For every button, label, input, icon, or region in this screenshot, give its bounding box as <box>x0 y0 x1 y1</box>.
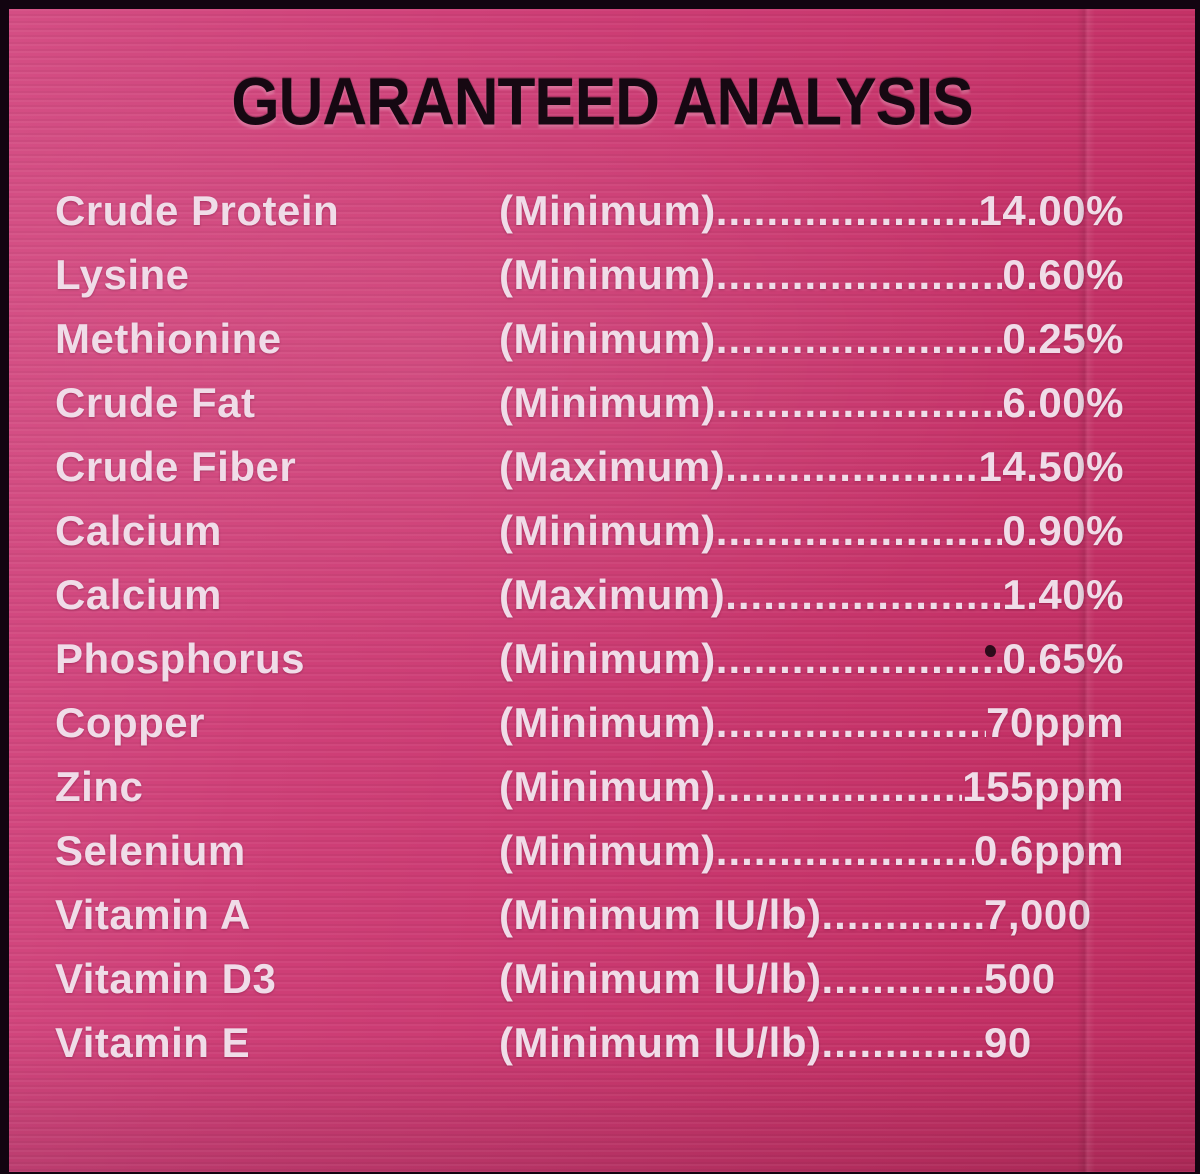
nutrient-row-crude-fat: Crude Fat (Minimum) ....................… <box>9 371 1195 435</box>
nutrient-row-zinc: Zinc (Minimum) .........................… <box>9 755 1195 819</box>
nutrient-value: 0.65% <box>1002 635 1124 682</box>
nutrient-row-crude-protein: Crude Protein (Minimum) ................… <box>9 179 1195 243</box>
nutrient-name: Vitamin D3 <box>55 955 277 1002</box>
nutrient-value: 14.50% <box>978 443 1124 490</box>
basis-label: (Minimum IU/lb) <box>499 1019 822 1066</box>
nutrient-row-vitamin-e: Vitamin E (Minimum IU/lb) ..............… <box>9 1011 1195 1075</box>
basis-label: (Minimum) <box>499 315 716 362</box>
dot-leader: ........................................… <box>715 507 1003 554</box>
nutrient-row-copper: Copper (Minimum) .......................… <box>9 691 1195 755</box>
dot-leader: ........................................… <box>715 187 979 234</box>
nutrient-name: Vitamin E <box>55 1019 251 1066</box>
nutrient-row-calcium-min: Calcium (Minimum) ......................… <box>9 499 1195 563</box>
nutrient-name: Crude Fat <box>55 379 256 426</box>
analysis-title: GUARANTEED ANALYSIS <box>231 65 973 140</box>
basis-label: (Minimum) <box>499 187 716 234</box>
dot-leader: ........................................… <box>715 379 1003 426</box>
nutrient-name: Zinc <box>55 763 144 810</box>
nutrient-value: 0.25% <box>1002 315 1124 362</box>
title-wrap: GUARANTEED ANALYSIS <box>9 65 1195 140</box>
basis-label: (Minimum) <box>499 507 716 554</box>
dot-leader: ........................................… <box>715 251 1003 298</box>
nutrient-name: Selenium <box>55 827 246 874</box>
nutrient-name: Copper <box>55 699 205 746</box>
basis-label: (Minimum) <box>499 827 716 874</box>
nutrient-value: 0.60% <box>1002 251 1124 298</box>
basis-label: (Minimum IU/lb) <box>499 891 822 938</box>
ink-speck-decoration <box>985 645 996 657</box>
nutrient-row-crude-fiber: Crude Fiber (Maximum) ..................… <box>9 435 1195 499</box>
nutrient-row-phosphorus: Phosphorus (Minimum) ...................… <box>9 627 1195 691</box>
basis-label: (Minimum) <box>499 635 716 682</box>
dot-leader: ........................................… <box>715 763 962 810</box>
guaranteed-analysis-panel: GUARANTEED ANALYSIS Crude Protein (Minim… <box>9 9 1195 1172</box>
dot-leader: ........................................… <box>821 891 984 938</box>
nutrient-value: 0.6ppm <box>973 827 1124 874</box>
dot-leader: ........................................… <box>821 1019 984 1066</box>
dot-leader: ........................................… <box>715 315 1003 362</box>
nutrient-value: 0.90% <box>1002 507 1124 554</box>
analysis-rows: Crude Protein (Minimum) ................… <box>9 179 1195 1075</box>
nutrient-value: 1.40% <box>1002 571 1124 618</box>
nutrient-value: 155ppm <box>962 763 1124 810</box>
basis-label: (Maximum) <box>499 571 726 618</box>
nutrient-row-vitamin-a: Vitamin A (Minimum IU/lb) ..............… <box>9 883 1195 947</box>
basis-label: (Minimum) <box>499 763 716 810</box>
nutrient-name: Methionine <box>55 315 282 362</box>
basis-label: (Minimum) <box>499 251 716 298</box>
nutrient-row-selenium: Selenium (Minimum) .....................… <box>9 819 1195 883</box>
nutrient-name: Vitamin A <box>55 891 251 938</box>
nutrient-value: 14.00% <box>978 187 1124 234</box>
nutrient-value: 6.00% <box>1002 379 1124 426</box>
dot-leader: ........................................… <box>725 571 1003 618</box>
nutrient-name: Crude Fiber <box>55 443 297 490</box>
dot-leader: ........................................… <box>821 955 984 1002</box>
nutrient-row-calcium-max: Calcium (Maximum) ......................… <box>9 563 1195 627</box>
dot-leader: ........................................… <box>715 699 986 746</box>
dot-leader: ........................................… <box>715 635 1003 682</box>
nutrient-row-lysine: Lysine (Minimum) .......................… <box>9 243 1195 307</box>
basis-label: (Minimum IU/lb) <box>499 955 822 1002</box>
nutrient-value: 70ppm <box>986 699 1124 746</box>
nutrient-name: Lysine <box>55 251 190 298</box>
nutrient-name: Crude Protein <box>55 187 340 234</box>
dot-leader: ........................................… <box>715 827 974 874</box>
nutrient-name: Calcium <box>55 571 222 618</box>
basis-label: (Minimum) <box>499 699 716 746</box>
nutrient-value: 500 <box>984 955 1056 1002</box>
nutrient-name: Phosphorus <box>55 635 306 682</box>
nutrient-value: 90 <box>984 1019 1032 1066</box>
nutrient-row-methionine: Methionine (Minimum) ...................… <box>9 307 1195 371</box>
basis-label: (Minimum) <box>499 379 716 426</box>
nutrient-value: 7,000 <box>984 891 1092 938</box>
dot-leader: ........................................… <box>725 443 979 490</box>
nutrient-name: Calcium <box>55 507 222 554</box>
nutrient-row-vitamin-d3: Vitamin D3 (Minimum IU/lb) .............… <box>9 947 1195 1011</box>
basis-label: (Maximum) <box>499 443 726 490</box>
